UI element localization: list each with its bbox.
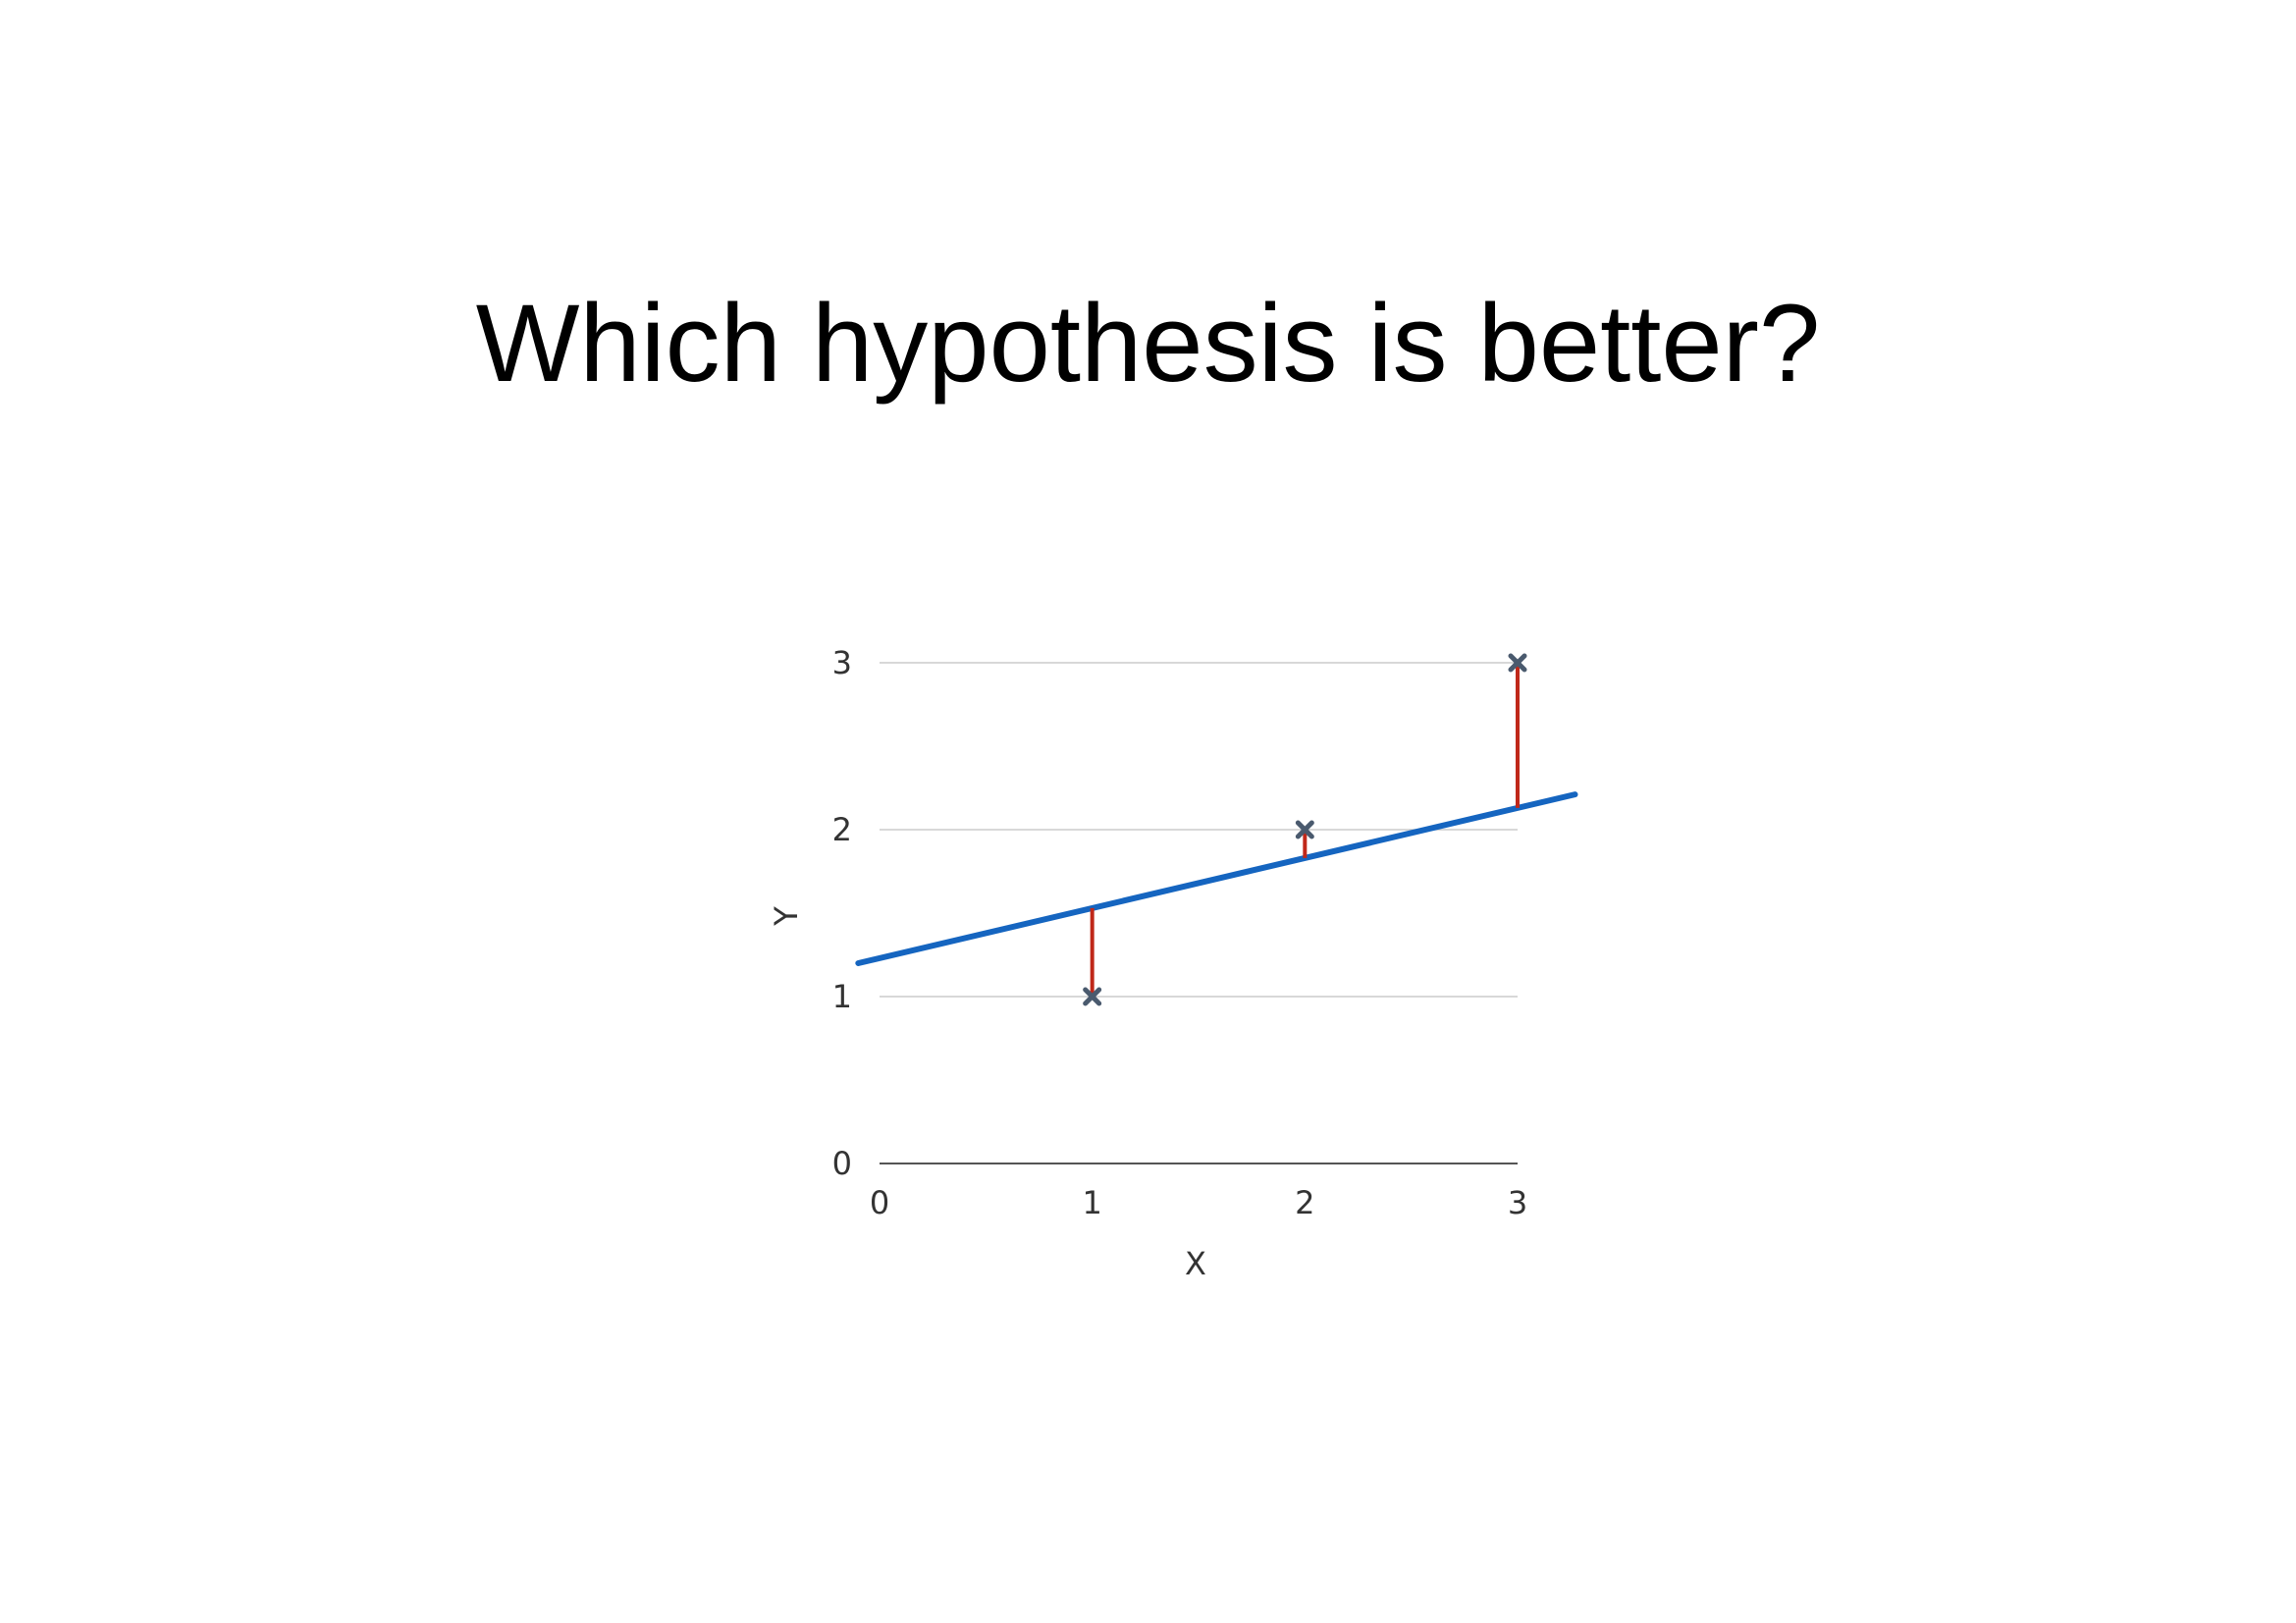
data-point-2 xyxy=(1295,820,1314,839)
x-tick-label-0: 0 xyxy=(870,1184,889,1221)
y-tick-label-0: 0 xyxy=(832,1145,852,1182)
tick-layer: 0 1 2 3 0 1 2 3 xyxy=(832,644,1528,1221)
y-tick-label-2: 2 xyxy=(832,811,852,848)
slide-title: Which hypothesis is better? xyxy=(475,282,1821,405)
fit-layer xyxy=(855,791,1578,966)
grid-layer xyxy=(880,662,1518,1164)
data-point-3 xyxy=(1508,653,1527,673)
x-tick-label-2: 2 xyxy=(1295,1184,1314,1221)
x-axis-label: X xyxy=(1185,1245,1206,1282)
x-tick-label-1: 1 xyxy=(1082,1184,1101,1221)
y-axis-label: Y xyxy=(768,906,805,927)
residual-layer xyxy=(1090,663,1520,997)
x-tick-label-3: 3 xyxy=(1508,1184,1527,1221)
y-tick-label-1: 1 xyxy=(832,978,852,1015)
data-point-1 xyxy=(1083,987,1102,1006)
point-layer xyxy=(1083,653,1527,1006)
fit-line xyxy=(855,791,1578,966)
y-tick-label-3: 3 xyxy=(832,644,852,681)
